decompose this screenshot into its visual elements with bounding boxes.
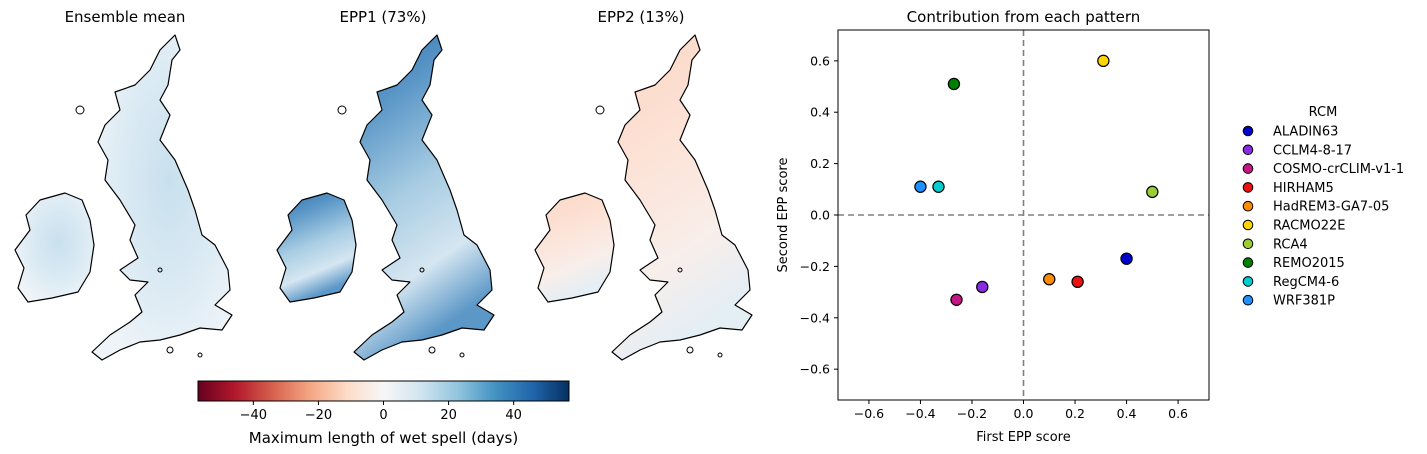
y-tick-label: 0.2 — [810, 156, 830, 171]
ireland-outline — [14, 192, 95, 303]
maps-panel: Ensemble mean EPP1 (73%) EPP2 (13%) — [14, 8, 753, 361]
point-wrf381p — [914, 180, 927, 193]
colorbar-tick-label: 40 — [505, 408, 522, 423]
point-hirham5 — [1071, 275, 1084, 289]
legend-entry-label: WRF381P — [1273, 294, 1335, 309]
colorbar: −40 −20 0 20 40 Maximum length of wet spell (… — [197, 380, 570, 447]
legend-entry-label: RegCM4-6 — [1273, 275, 1339, 290]
chart-title: Contribution from each pattern — [907, 8, 1141, 26]
island-outline — [717, 352, 723, 358]
point-cosmo-crclim-v1-1 — [950, 293, 963, 306]
legend-entry-label: ALADIN63 — [1273, 125, 1338, 140]
colorbar-label: Maximum length of wet spell (days) — [249, 429, 518, 447]
map-title-3: EPP2 (13%) — [598, 8, 685, 26]
map-3 — [534, 34, 753, 361]
ireland-outline — [534, 192, 615, 303]
x-tick-label: −0.6 — [854, 406, 884, 421]
point-regcm4-6 — [932, 180, 945, 193]
map-2 — [276, 34, 495, 361]
island-outline — [419, 267, 425, 273]
scatter-panel: Contribution from each pattern −0.6 −0.4 −0… — [776, 8, 1210, 445]
island-outline — [428, 346, 436, 354]
y-tick-label: −0.4 — [800, 310, 830, 325]
plot-frame — [837, 29, 1210, 401]
point-cclm4-8-17 — [976, 280, 989, 294]
x-tick-label: 0.0 — [1014, 406, 1034, 421]
x-tick-label: −0.4 — [905, 406, 935, 421]
island-outline — [166, 346, 174, 354]
y-tick-label: −0.2 — [800, 259, 830, 274]
legend-entry-label: REMO2015 — [1273, 256, 1345, 271]
legend-entry-label: HadREM3-GA7-05 — [1273, 200, 1389, 215]
island-outline — [677, 267, 683, 273]
island-outline — [75, 105, 85, 115]
legend-entry-label: COSMO-crCLIM-v1-1 — [1273, 162, 1404, 177]
point-hadrem3-ga7-05 — [1043, 273, 1056, 286]
legend: RCM ALADIN63 CCLM4-8-17 COSMO-crCLIM-v1-1 HI… — [1242, 105, 1404, 309]
legend-marker — [1242, 182, 1254, 193]
point-racmo22e — [1097, 54, 1110, 68]
map-title-1: Ensemble mean — [65, 8, 186, 26]
y-tick-label: 0.6 — [810, 53, 830, 68]
legend-title: RCM — [1309, 105, 1338, 120]
island-outline — [157, 267, 163, 273]
legend-marker — [1242, 238, 1254, 250]
legend-marker — [1242, 219, 1254, 231]
y-tick-label: −0.6 — [800, 362, 830, 377]
colorbar-tick-label: −20 — [305, 408, 332, 423]
map-1 — [14, 34, 233, 361]
x-axis-label: First EPP score — [976, 430, 1070, 445]
colorbar-tick-label: 20 — [440, 408, 457, 423]
legend-marker — [1242, 276, 1254, 287]
colorbar-gradient — [197, 380, 570, 402]
x-tick-label: 0.4 — [1117, 406, 1137, 421]
legend-entry-label: HIRHAM5 — [1273, 181, 1334, 196]
x-tick-label: 0.6 — [1168, 406, 1188, 421]
ireland-outline — [276, 192, 357, 303]
point-rca4 — [1146, 185, 1159, 199]
island-outline — [459, 352, 465, 358]
colorbar-tick-label: −40 — [240, 408, 267, 423]
great-britain-outline — [611, 34, 753, 361]
legend-marker — [1242, 257, 1254, 268]
island-outline — [197, 352, 203, 358]
colorbar-tick-label: 0 — [379, 408, 387, 423]
legend-marker — [1242, 125, 1254, 137]
great-britain-outline — [353, 34, 495, 361]
x-tick-label: 0.2 — [1065, 406, 1085, 421]
legend-marker — [1242, 200, 1254, 212]
point-remo2015 — [947, 77, 961, 91]
legend-marker — [1242, 294, 1254, 306]
legend-entry-label: RACMO22E — [1273, 219, 1345, 234]
y-axis-label: Second EPP score — [776, 158, 791, 273]
legend-marker — [1242, 163, 1254, 174]
y-tick-label: 0.0 — [810, 208, 830, 223]
island-outline — [595, 105, 605, 115]
point-aladin63 — [1120, 252, 1133, 265]
island-outline — [337, 105, 347, 115]
great-britain-outline — [91, 34, 233, 361]
y-tick-label: 0.4 — [810, 105, 830, 120]
legend-entry-label: CCLM4-8-17 — [1273, 143, 1352, 158]
map-title-2: EPP1 (73%) — [340, 8, 427, 26]
x-tick-label: −0.2 — [957, 406, 987, 421]
island-outline — [686, 346, 694, 354]
legend-entry-label: RCA4 — [1273, 237, 1308, 252]
legend-marker — [1242, 144, 1254, 156]
